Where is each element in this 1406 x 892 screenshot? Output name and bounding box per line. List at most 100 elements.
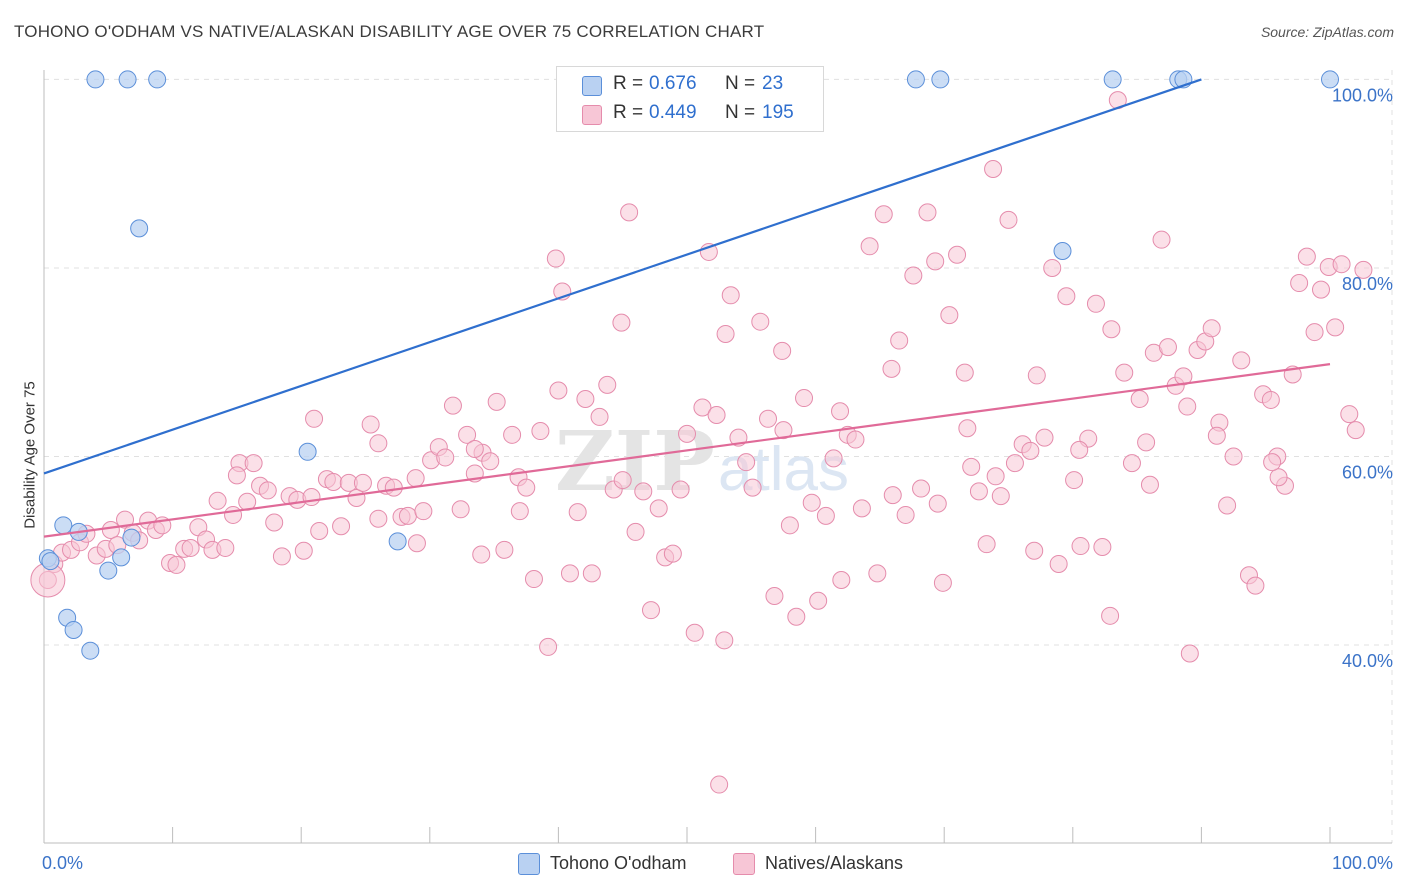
- natives-alaskans-point: [626, 522, 645, 541]
- natives-alaskans-point: [984, 159, 1003, 178]
- tohono-oodham-point: [41, 552, 60, 571]
- natives-alaskans-point: [481, 452, 500, 471]
- natives-alaskans-point: [1218, 496, 1237, 515]
- natives-alaskans-point: [999, 210, 1018, 229]
- natives-alaskans-point: [795, 389, 814, 408]
- natives-alaskans-point: [641, 601, 660, 620]
- natives-alaskans-point: [774, 421, 793, 440]
- natives-alaskans-point: [831, 402, 850, 421]
- natives-alaskans-point: [809, 591, 828, 610]
- natives-alaskans-point: [324, 472, 343, 491]
- natives-alaskans-trend-line: [43, 363, 1331, 538]
- natives-alaskans-point: [986, 467, 1005, 486]
- natives-alaskans-point: [407, 534, 426, 553]
- natives-alaskans-point: [369, 509, 388, 528]
- natives-alaskans-point: [958, 419, 977, 438]
- natives-alaskans-point: [678, 424, 696, 443]
- natives-alaskans-point: [208, 491, 227, 510]
- natives-alaskans-point: [715, 631, 734, 650]
- natives-alaskans-point: [962, 457, 981, 476]
- natives-alaskans-point: [347, 488, 366, 507]
- natives-alaskans-point: [517, 478, 536, 497]
- natives-alaskans-point: [613, 471, 632, 490]
- natives-alaskans-point: [874, 205, 893, 224]
- natives-alaskans-point: [436, 448, 455, 467]
- axes: [43, 70, 1392, 844]
- natives-alaskans-point: [1049, 554, 1068, 573]
- tohono-oodham-points: [38, 70, 1339, 660]
- natives-alaskans-point: [510, 502, 529, 521]
- natives-alaskans-point: [167, 555, 186, 574]
- natives-alaskans-point: [1180, 644, 1199, 663]
- natives-alaskans-point: [751, 312, 770, 331]
- trend-lines: [43, 78, 1331, 538]
- legend-swatch-blue: [582, 76, 602, 96]
- natives-alaskans-point: [824, 449, 843, 468]
- natives-alaskans-point: [1070, 440, 1089, 459]
- natives-alaskans-point: [310, 521, 329, 540]
- natives-alaskans-point: [414, 502, 433, 521]
- tohono-oodham-point: [112, 548, 131, 567]
- natives-alaskans-point: [1263, 453, 1282, 472]
- natives-alaskans-point: [663, 544, 682, 563]
- natives-alaskans-point: [116, 510, 135, 529]
- natives-alaskans-point: [582, 564, 601, 583]
- natives-alaskans-point: [612, 313, 631, 332]
- tohono-oodham-point: [64, 620, 83, 639]
- natives-alaskans-point: [1269, 468, 1288, 487]
- natives-alaskans-point: [1354, 260, 1373, 279]
- natives-alaskans-point: [458, 425, 477, 444]
- y-tick-label: 40.0%: [1342, 651, 1393, 671]
- natives-alaskans-point: [101, 521, 120, 540]
- natives-alaskans-point: [882, 359, 901, 378]
- legend-row-natives-alaskans: R = 0.449 N = 195: [557, 100, 823, 128]
- natives-alaskans-point: [759, 409, 778, 428]
- natives-alaskans-point: [832, 570, 851, 589]
- natives-alaskans-point: [685, 623, 704, 642]
- series-legend: Tohono O'odham Natives/Alaskans: [0, 852, 1406, 876]
- natives-alaskans-point: [443, 396, 462, 415]
- natives-alaskans-point: [765, 587, 784, 606]
- legend-n-value: 195: [762, 102, 794, 123]
- natives-alaskans-point: [451, 500, 470, 519]
- natives-alaskans-point: [353, 473, 372, 492]
- natives-alaskans-point: [1137, 433, 1156, 452]
- tohono-oodham-point: [1103, 70, 1122, 89]
- tohono-oodham-trend-line: [43, 78, 1202, 475]
- natives-alaskans-point: [1202, 319, 1221, 338]
- natives-alaskans-point: [472, 545, 491, 564]
- natives-alaskans-point: [1086, 294, 1105, 313]
- legend-label: Tohono O'odham: [550, 853, 687, 873]
- natives-alaskans-point: [634, 482, 653, 501]
- legend-row-tohono-oodham: R = 0.676 N = 23: [557, 71, 823, 99]
- natives-alaskans-point: [1224, 447, 1243, 466]
- natives-alaskans-point: [926, 252, 945, 271]
- natives-alaskans-point: [1115, 363, 1134, 382]
- natives-alaskans-point: [549, 381, 568, 400]
- natives-alaskans-point: [1158, 338, 1177, 357]
- natives-alaskans-point: [1130, 389, 1149, 408]
- natives-alaskans-point: [1332, 255, 1351, 274]
- tohono-oodham-point: [54, 516, 73, 535]
- tohono-oodham-point: [1321, 70, 1339, 89]
- natives-alaskans-point: [918, 203, 937, 222]
- chart-source: Source: ZipAtlas.com: [1260, 24, 1394, 40]
- natives-alaskans-point: [361, 415, 380, 434]
- natives-alaskans-point: [369, 434, 388, 453]
- natives-alaskans-point: [780, 516, 799, 535]
- natives-alaskans-point: [1297, 247, 1316, 266]
- natives-alaskans-point: [710, 775, 729, 794]
- legend-r-value: 0.676: [649, 73, 697, 94]
- natives-alaskans-point: [948, 245, 967, 264]
- legend-swatch-pink: [582, 105, 602, 125]
- natives-alaskans-point: [244, 454, 263, 473]
- natives-alaskans-point: [773, 341, 792, 360]
- y-tick-label: 60.0%: [1342, 463, 1393, 483]
- legend-swatch-pink: [733, 853, 755, 875]
- tohono-oodham-point: [99, 561, 118, 580]
- tohono-oodham-point: [931, 70, 950, 89]
- legend-n-label: N =: [725, 102, 756, 123]
- legend-r-label: R =: [613, 102, 644, 123]
- natives-alaskans-point: [1305, 323, 1324, 342]
